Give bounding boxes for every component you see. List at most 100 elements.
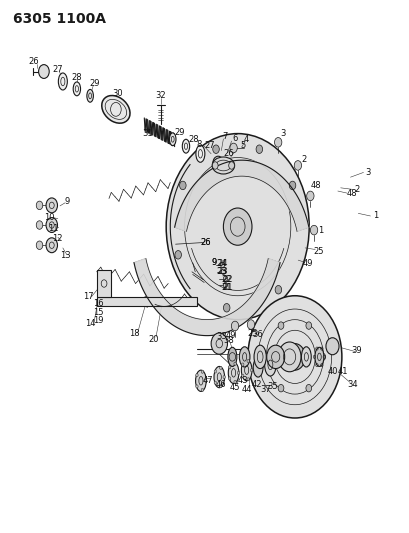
Circle shape — [228, 366, 230, 369]
Text: 9: 9 — [65, 197, 70, 206]
Text: 29: 29 — [90, 78, 100, 87]
Text: 30: 30 — [112, 89, 123, 98]
Circle shape — [228, 162, 234, 169]
Circle shape — [46, 217, 57, 232]
Text: 15: 15 — [93, 308, 104, 317]
Circle shape — [223, 303, 229, 312]
Circle shape — [219, 385, 222, 388]
Polygon shape — [134, 259, 279, 336]
Circle shape — [195, 385, 198, 388]
Circle shape — [274, 286, 281, 294]
Text: 1: 1 — [372, 212, 378, 221]
Text: 31: 31 — [142, 130, 153, 139]
Circle shape — [231, 321, 238, 331]
Text: 25: 25 — [312, 247, 323, 256]
Circle shape — [233, 362, 236, 365]
Text: 43: 43 — [237, 376, 247, 385]
Text: 32: 32 — [155, 91, 166, 100]
Circle shape — [201, 389, 203, 392]
Circle shape — [233, 381, 236, 384]
Circle shape — [213, 370, 216, 373]
Circle shape — [204, 379, 207, 382]
Circle shape — [246, 359, 249, 362]
Ellipse shape — [264, 354, 275, 376]
Text: 20: 20 — [148, 335, 159, 344]
Text: 44: 44 — [241, 385, 251, 394]
Text: 27: 27 — [204, 141, 214, 150]
Text: 19: 19 — [93, 316, 104, 325]
Text: 17: 17 — [83, 292, 94, 301]
Text: 29: 29 — [174, 128, 185, 138]
Circle shape — [274, 138, 281, 147]
Circle shape — [211, 333, 227, 354]
Circle shape — [237, 371, 239, 374]
Text: 46: 46 — [215, 380, 225, 389]
Text: 38: 38 — [223, 336, 234, 345]
Circle shape — [222, 375, 225, 378]
Ellipse shape — [227, 348, 236, 367]
Text: 2: 2 — [300, 155, 306, 164]
Text: 47: 47 — [202, 376, 213, 385]
Text: 26: 26 — [200, 238, 211, 247]
Circle shape — [212, 162, 218, 169]
Circle shape — [247, 296, 341, 418]
Circle shape — [36, 221, 43, 229]
Text: 48: 48 — [310, 181, 321, 190]
Circle shape — [246, 378, 249, 381]
Text: 3: 3 — [279, 129, 285, 138]
Circle shape — [319, 353, 325, 361]
Text: 10: 10 — [43, 213, 54, 222]
Ellipse shape — [101, 95, 130, 123]
Text: 14: 14 — [85, 319, 96, 328]
Ellipse shape — [213, 367, 224, 387]
Text: 37: 37 — [259, 385, 270, 394]
Ellipse shape — [301, 347, 310, 367]
Text: 21: 21 — [220, 283, 231, 292]
Ellipse shape — [211, 157, 234, 174]
Text: 23: 23 — [217, 268, 227, 276]
Ellipse shape — [58, 73, 67, 90]
Text: 48: 48 — [346, 189, 357, 198]
Circle shape — [306, 191, 313, 201]
Circle shape — [38, 64, 49, 78]
Circle shape — [223, 208, 252, 245]
Circle shape — [305, 384, 311, 392]
Circle shape — [277, 384, 283, 392]
Text: 40: 40 — [326, 367, 337, 376]
Text: 35: 35 — [266, 382, 277, 391]
Ellipse shape — [241, 360, 252, 381]
Circle shape — [325, 338, 338, 355]
Circle shape — [166, 134, 308, 320]
Text: 28: 28 — [188, 135, 198, 144]
Circle shape — [212, 145, 219, 154]
Ellipse shape — [239, 347, 249, 367]
Text: 3: 3 — [365, 168, 370, 177]
Circle shape — [289, 181, 295, 190]
Text: 11: 11 — [47, 224, 58, 233]
Text: 13: 13 — [60, 252, 70, 260]
Text: 28: 28 — [72, 72, 82, 82]
Circle shape — [221, 269, 225, 274]
Text: 7: 7 — [222, 132, 227, 141]
Text: 21: 21 — [222, 283, 233, 292]
Text: 18: 18 — [129, 329, 140, 338]
Text: 9: 9 — [211, 258, 216, 266]
Text: 1: 1 — [317, 226, 322, 235]
Text: 2: 2 — [353, 185, 359, 194]
Text: 41: 41 — [337, 367, 348, 376]
Text: 12: 12 — [52, 235, 62, 244]
Bar — [97, 270, 111, 297]
Text: 26: 26 — [200, 238, 211, 247]
Circle shape — [256, 145, 262, 154]
Circle shape — [175, 251, 181, 259]
Text: 22: 22 — [222, 275, 233, 284]
Circle shape — [264, 353, 269, 361]
Text: 49: 49 — [302, 260, 312, 268]
Text: 8: 8 — [196, 140, 201, 149]
Ellipse shape — [314, 348, 323, 367]
Text: 33: 33 — [216, 332, 227, 341]
Text: 25: 25 — [246, 329, 257, 338]
Circle shape — [250, 368, 252, 372]
Circle shape — [179, 181, 186, 190]
Text: 39: 39 — [351, 346, 362, 355]
